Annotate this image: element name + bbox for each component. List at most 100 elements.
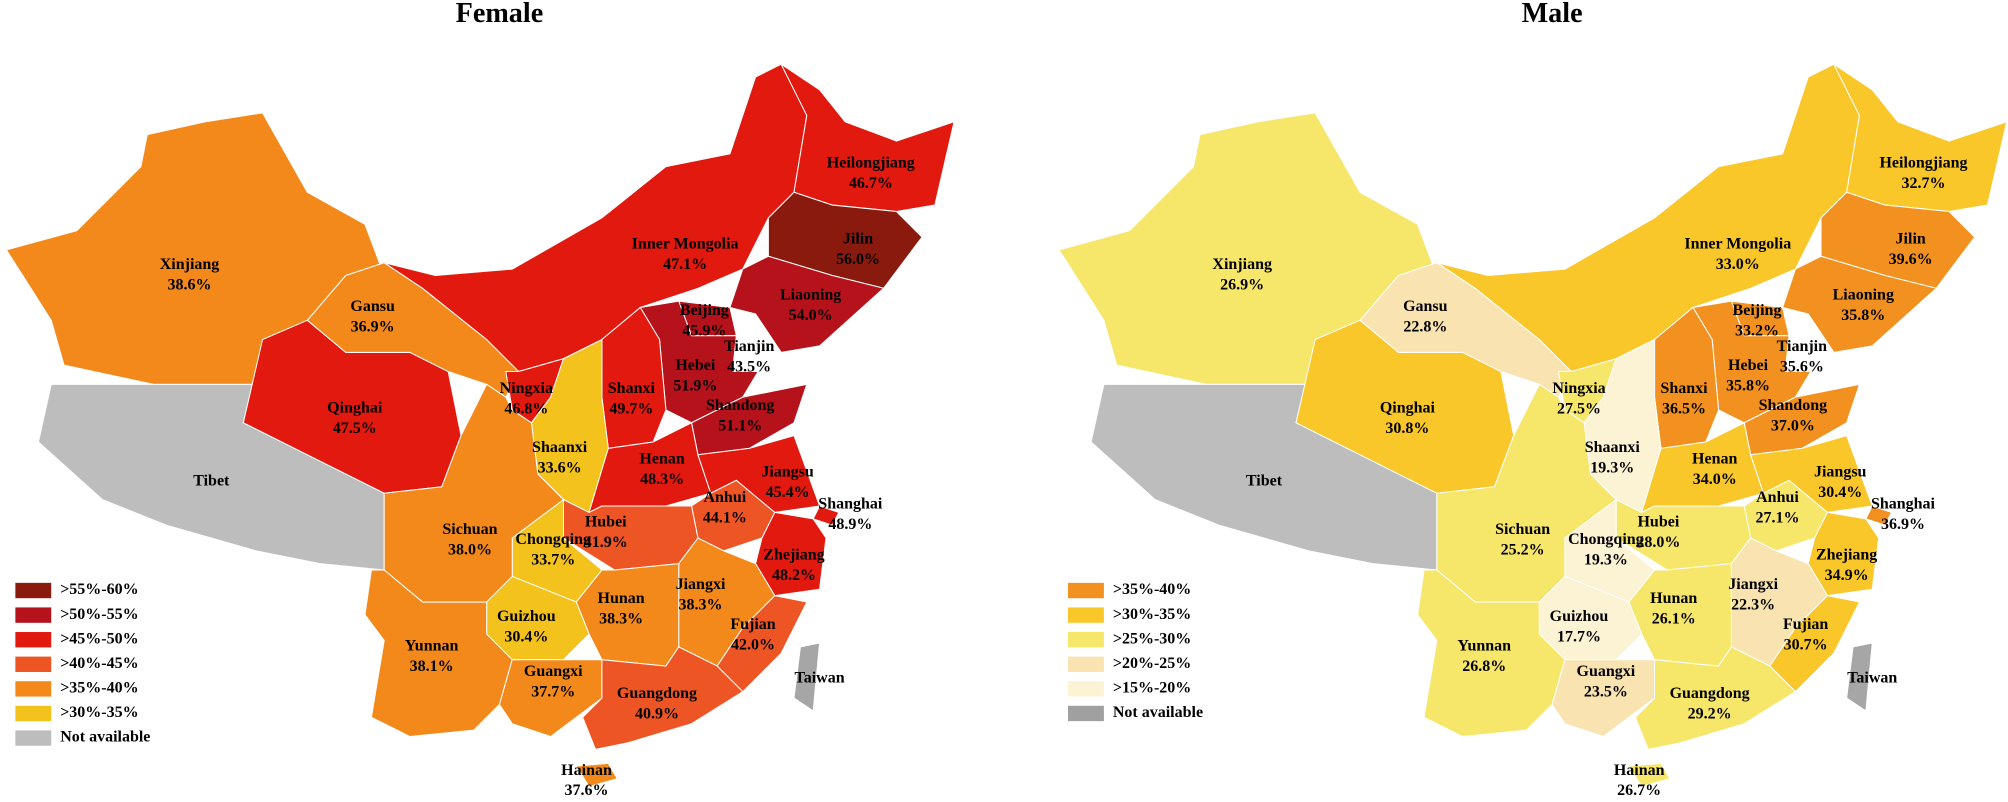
province-name: Fujian — [1783, 616, 1828, 633]
province-name: Liaoning — [780, 287, 841, 304]
province-value: 46.7% — [849, 175, 893, 192]
province-name: Guangxi — [1577, 663, 1636, 680]
province-value: 48.3% — [640, 471, 684, 488]
province — [729, 255, 885, 353]
legend-swatch — [15, 582, 52, 599]
province-name: Jilin — [843, 230, 873, 247]
province-name: Jilin — [1896, 230, 1926, 247]
province-value: 38.3% — [599, 611, 643, 628]
legend-label: >45%-50% — [60, 630, 138, 647]
province — [1865, 505, 1893, 526]
province-name: Shanxi — [1660, 380, 1708, 397]
province-name: Zhejiang — [1816, 547, 1877, 564]
province — [1832, 62, 2008, 212]
legend-swatch — [1068, 632, 1104, 648]
province-name: Tibet — [193, 472, 230, 489]
province-value: 40.9% — [635, 705, 679, 722]
legend-label: >50%-55% — [60, 606, 138, 623]
province-value: 30.4% — [504, 629, 548, 646]
province-name: Hebei — [675, 357, 716, 374]
province-name: Gansu — [1403, 298, 1448, 315]
province — [812, 505, 840, 526]
province — [1628, 762, 1671, 788]
province — [562, 498, 699, 571]
province-name: Shandong — [706, 397, 775, 414]
province-name: Beijing — [1733, 302, 1782, 319]
province-name: Chongqing — [1568, 531, 1644, 548]
legend-label: >30%-35% — [1113, 606, 1191, 623]
province-name: Guangxi — [524, 663, 583, 680]
province-name: Guangdong — [1670, 685, 1750, 702]
province-name: Xinjiang — [160, 256, 220, 273]
province-value: 38.3% — [678, 597, 722, 614]
province — [1846, 642, 1873, 712]
legend-label: >30%-35% — [60, 704, 138, 721]
legend-label: >35%-40% — [60, 680, 138, 697]
province-value: 36.5% — [1662, 401, 1706, 418]
legend-swatch — [15, 705, 52, 722]
province-name: Tianjin — [724, 338, 775, 355]
province-value: 34.9% — [1825, 567, 1869, 584]
province-name: Guangdong — [617, 685, 697, 702]
legend-label: Not available — [1113, 704, 1203, 721]
province-value: 42.0% — [731, 636, 775, 653]
province-value: 27.5% — [1557, 401, 1601, 418]
map: Female Xinjiang 38.6% Tibet Qinghai 47.5% Gans… — [5, 0, 955, 799]
province-value: 45.4% — [766, 484, 810, 501]
province-name: Jiangsu — [1814, 463, 1867, 480]
province-value: 44.1% — [703, 509, 747, 526]
province-name: Ningxia — [500, 380, 553, 397]
province-value: 51.9% — [673, 378, 717, 395]
province-value: 49.7% — [609, 401, 653, 418]
legend-swatch — [15, 681, 52, 697]
province-value: 36.9% — [1881, 516, 1925, 533]
province-value: 38.6% — [168, 276, 212, 293]
province-name: Sichuan — [442, 521, 497, 538]
province-name: Anhui — [1756, 489, 1799, 506]
province-name: Jiangxi — [1728, 576, 1778, 593]
province-value: 23.5% — [1584, 684, 1628, 701]
legend-swatch — [15, 730, 52, 746]
province-name: Hubei — [1637, 513, 1679, 530]
province-value: 56.0% — [836, 251, 880, 268]
province-value: 32.7% — [1901, 175, 1945, 192]
legend-label: >35%-40% — [1113, 581, 1191, 598]
legend-label: >55%-60% — [60, 581, 138, 598]
province-value: 48.9% — [828, 516, 872, 533]
province-value: 34.0% — [1693, 471, 1737, 488]
province-name: Qinghai — [1380, 399, 1436, 416]
province-value: 33.6% — [538, 460, 582, 477]
province-value: 45.9% — [682, 323, 726, 340]
province-name: Hainan — [1614, 762, 1665, 779]
province-value: 33.0% — [1716, 256, 1760, 273]
province — [1634, 646, 1797, 750]
province-name: Heilongjiang — [1879, 155, 1967, 172]
province — [793, 642, 821, 712]
province-name: Shanghai — [1871, 495, 1936, 512]
province-value: 35.6% — [1780, 358, 1824, 375]
province-name: Taiwan — [1847, 670, 1897, 687]
province-name: Henan — [639, 451, 684, 468]
province-name: Inner Mongolia — [1684, 235, 1791, 252]
province-value: 38.1% — [410, 658, 454, 675]
province — [1615, 498, 1752, 571]
province-name: Ningxia — [1552, 380, 1605, 397]
province-name: Shanghai — [818, 495, 883, 512]
legend-swatch — [1068, 607, 1104, 623]
province-value: 26.9% — [1220, 276, 1264, 293]
province-value: 36.9% — [351, 319, 395, 336]
province-name: Gansu — [350, 298, 395, 315]
province-name: Hunan — [1650, 590, 1697, 607]
map-title: Female — [456, 0, 544, 29]
province-value: 43.5% — [727, 358, 771, 375]
province-name: Liaoning — [1833, 287, 1894, 304]
province-name: Tibet — [1246, 472, 1283, 489]
province-value: 38.0% — [448, 542, 492, 559]
province-name: Qinghai — [327, 399, 383, 416]
province-name: Jiangxi — [676, 576, 726, 593]
province-value: 26.1% — [1652, 611, 1696, 628]
province-name: Xinjiang — [1212, 256, 1272, 273]
province-name: Beijing — [680, 302, 729, 319]
